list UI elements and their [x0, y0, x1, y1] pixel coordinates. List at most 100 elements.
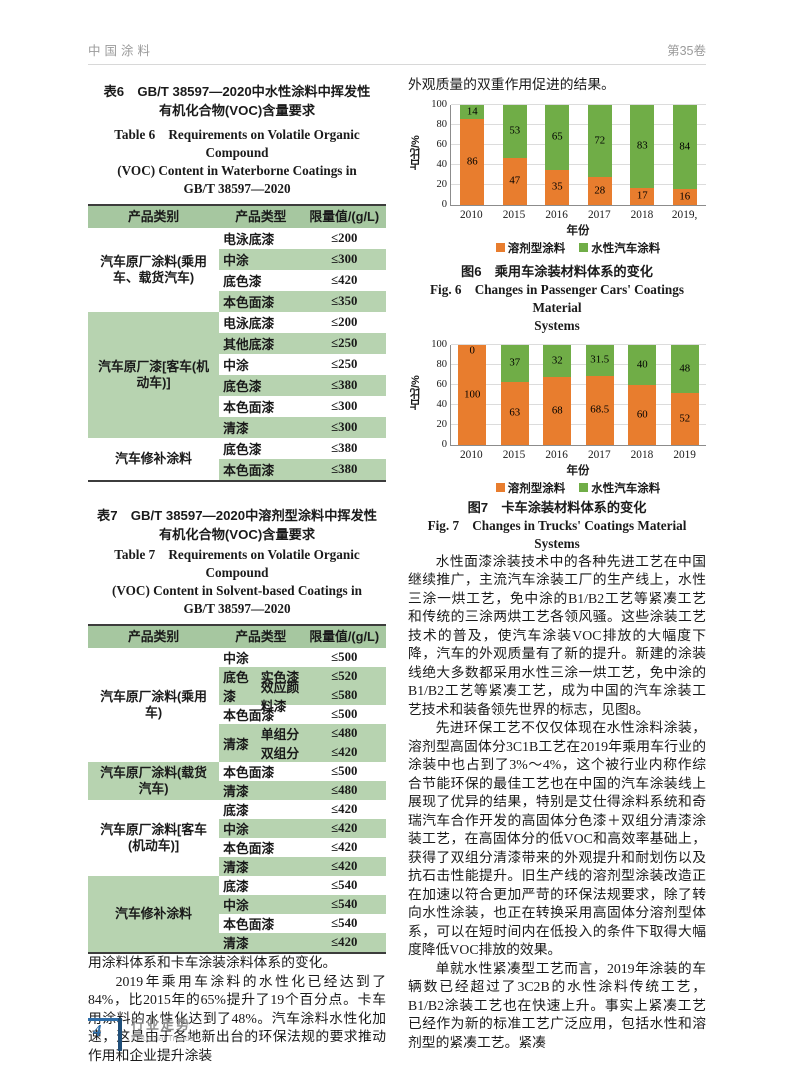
limit-value-cell: ≤200	[331, 231, 358, 245]
bar-slot: 86 14	[452, 104, 492, 205]
fig6-chart: 占比/% 0 20 40 60 80 100 86 14 47 53 35 65 28 72 17 83 16 84…	[408, 99, 706, 256]
bar-slot: 35 65	[537, 104, 577, 205]
solvent-segment	[500, 381, 529, 445]
type-cell: 本色面漆	[223, 295, 275, 310]
limit-value-cell: ≤420	[331, 821, 358, 835]
limit-value-cell: ≤420	[331, 273, 358, 287]
limit-value-cell: ≤380	[331, 378, 358, 392]
limit-value-cell: ≤420	[331, 802, 358, 816]
limit-value-cell: ≤200	[331, 315, 358, 329]
table-row: 中涂 ≤420	[219, 819, 386, 838]
bar-slot: 16 84	[665, 104, 705, 205]
bar-value-label: 52	[679, 412, 691, 424]
table-row: 本色面漆 ≤300	[219, 396, 386, 417]
bar-slot: 68.5 31.5	[580, 344, 620, 445]
table6-title-cn-line2: 有机化合物(VOC)含量要求	[158, 103, 316, 118]
bars-container: 86 14 47 53 35 65 28 72 17 83 16 84	[451, 104, 706, 205]
bar-slot: 63 37	[495, 344, 535, 445]
solvent-segment	[630, 187, 655, 205]
waterborne-segment	[587, 104, 612, 177]
x-tick-label: 2018	[630, 448, 654, 461]
fig7-chart: 占比/% 0 20 40 60 80 100 100 0 63 37 68 32 68.5 31.5 60 40…	[408, 339, 706, 496]
table6-title-en-line2: (VOC) Content in Waterborne Coatings in	[117, 163, 357, 178]
table-row: 底色漆 ≤420	[219, 270, 386, 291]
table-row: 其他底漆 ≤250	[219, 333, 386, 354]
limit-value-cell: ≤350	[331, 294, 358, 308]
legend-item: 溶剂型涂料	[495, 480, 565, 496]
type-cell: 本色面漆	[223, 400, 275, 415]
bar-slot: 68 32	[537, 344, 577, 445]
chart-legend: 溶剂型涂料 水性汽车涂料	[450, 240, 706, 256]
fig6-caption-en-line2: Systems	[534, 317, 580, 333]
plot-area: 0 20 40 60 80 100 100 0 63 37 68 32 68.5 31.5 60 40 52 48	[431, 339, 706, 449]
gridline	[451, 103, 706, 105]
gridline	[451, 363, 706, 365]
solvent-segment	[458, 344, 487, 445]
two-column-layout: 表6 GB/T 38597—2020中水性涂料中挥发性 有机化合物(VOC)含量…	[88, 76, 706, 1065]
x-axis-label: 年份	[566, 464, 590, 477]
table-header-row: 产品类别 产品类型 限量值/(g/L)	[88, 626, 386, 648]
limit-value-cell: ≤300	[331, 399, 358, 413]
bar-value-label: 37	[509, 356, 521, 369]
type-cell: 电泳底漆	[223, 232, 275, 247]
solvent-segment	[672, 188, 697, 205]
bar-value-label: 31.5	[590, 353, 610, 366]
group-rows: 本色面漆 ≤500 清漆 ≤480	[219, 762, 386, 800]
limit-value-cell: ≤250	[331, 357, 358, 371]
stacked-bar: 60 40	[628, 344, 657, 445]
limit-value-cell: ≤540	[331, 878, 358, 892]
x-ticks-row: 2010 2015 2016 2017 2018 2019	[450, 449, 706, 461]
y-tick-label: 0	[441, 198, 447, 210]
limit-value-cell: ≤250	[331, 336, 358, 350]
bar-value-label: 47	[509, 174, 521, 187]
stacked-bar: 63 37	[500, 344, 529, 445]
category-cell: 汽车修补涂料	[115, 451, 192, 466]
group-rows: 底漆 ≤420 中涂 ≤420 本色面漆 ≤420 清漆 ≤420	[219, 800, 386, 876]
limit-value-cell: ≤380	[331, 441, 358, 455]
table-subrow: 单组分 ≤480	[261, 724, 386, 743]
gridline	[451, 343, 706, 345]
waterborne-segment	[630, 104, 655, 188]
x-tick-label: 2019,	[671, 208, 698, 221]
table7-title-en-line3: GB/T 38597—2020	[183, 601, 291, 616]
bar-value-label: 16	[679, 190, 691, 202]
bar-slot: 47 53	[495, 104, 535, 205]
table-header-row: 产品类别 产品类型 限量值/(g/L)	[88, 206, 386, 228]
bar-value-label: 28	[594, 184, 606, 196]
bar-value-label: 65	[551, 130, 563, 143]
solvent-segment	[502, 157, 527, 205]
bar-slot: 100 0	[452, 344, 492, 445]
page-header: 中国涂料 第35卷	[88, 40, 706, 65]
y-tick-label: 20	[436, 418, 448, 430]
left-continuation-text: 用涂料体系和卡车涂装涂料体系的变化。	[88, 955, 337, 970]
limit-value-cell: ≤540	[331, 916, 358, 930]
legend-item: 溶剂型涂料	[495, 240, 565, 256]
x-tick-label: 2016	[545, 448, 568, 461]
x-tick-label: 2015	[502, 448, 526, 461]
x-ticks-row: 2010 2015 2016 2017 2018 2019,	[450, 209, 706, 221]
subtype-cell: 效应颜料漆	[260, 679, 300, 714]
solvent-segment	[585, 376, 614, 445]
y-axis-label: 占比/%	[410, 375, 422, 410]
table-row: 中涂 ≤300	[219, 249, 386, 270]
type-cell: 其他底漆	[223, 337, 275, 352]
waterborne-segment	[543, 344, 572, 377]
limit-value-cell: ≤380	[331, 462, 358, 476]
table-row: 底色漆 ≤380	[219, 438, 386, 459]
bar-value-label: 72	[594, 134, 606, 146]
table-row: 清漆 ≤420	[219, 857, 386, 876]
type-cell: 本色面漆	[223, 841, 275, 856]
stacked-bar: 35 65	[545, 104, 570, 205]
bar-value-label: 40	[636, 358, 648, 370]
chart-legend: 溶剂型涂料 水性汽车涂料	[450, 480, 706, 496]
column-header-type: 产品类型	[235, 629, 287, 644]
limit-value-cell: ≤540	[331, 897, 358, 911]
fig7-caption-cn: 图7 卡车涂装材料体系的变化	[467, 499, 647, 515]
column-header-limit: 限量值/(g/L)	[309, 629, 380, 644]
type-cell: 中涂	[223, 253, 249, 268]
stacked-bar: 68 32	[543, 344, 572, 445]
table-subrow: 实色漆 ≤520	[261, 667, 386, 686]
chart-main: 0 20 40 60 80 100 100 0 63 37 68 32 68.5 31.5 60 40 52 48…	[424, 339, 706, 496]
table-row: 底漆 ≤420	[219, 800, 386, 819]
section-label: 行业走势 Industrial Trends	[131, 1018, 194, 1043]
